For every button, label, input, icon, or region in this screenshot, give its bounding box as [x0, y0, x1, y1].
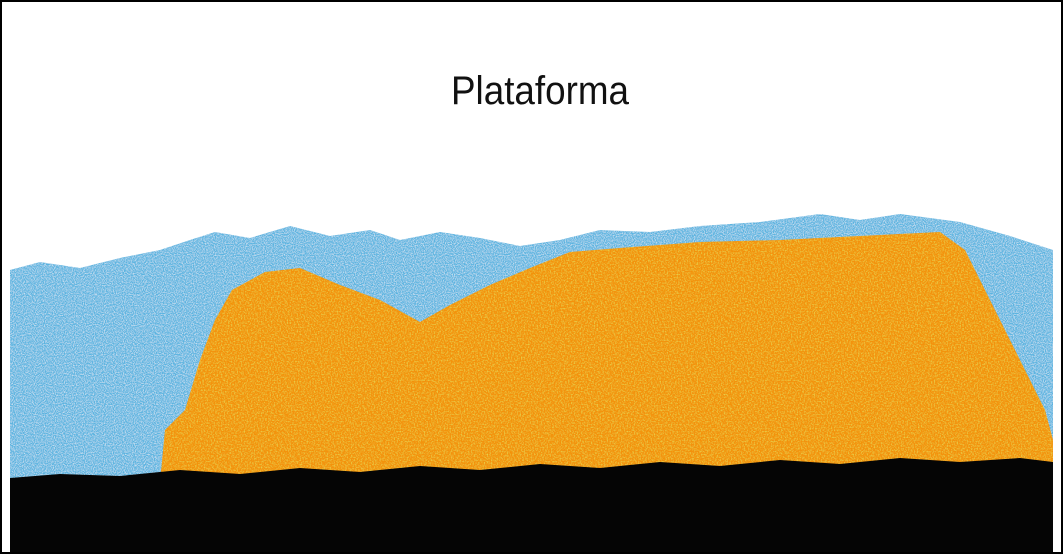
platform-mound: [160, 232, 1053, 482]
page: Plataforma (() => { const data = JSON.pa…: [0, 0, 1063, 554]
platform-label: Plataforma: [451, 69, 630, 113]
ground-base: [10, 458, 1053, 552]
scene: Plataforma: [0, 0, 1063, 554]
